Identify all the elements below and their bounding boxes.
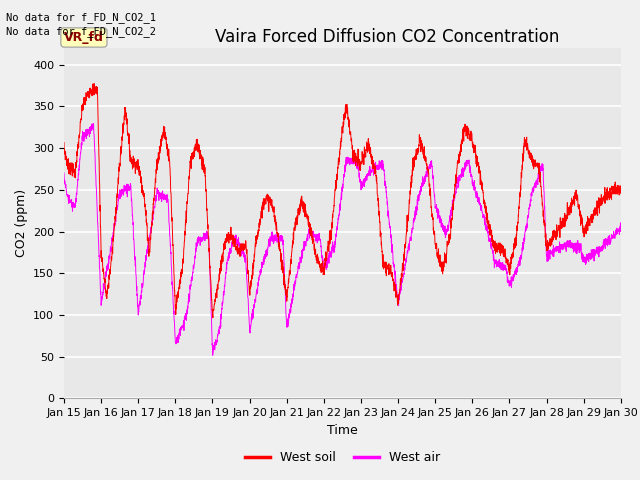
- Text: No data for f_FD_N_CO2_1: No data for f_FD_N_CO2_1: [6, 12, 156, 23]
- Y-axis label: CO2 (ppm): CO2 (ppm): [15, 189, 28, 257]
- X-axis label: Time: Time: [327, 424, 358, 437]
- Text: VR_fd: VR_fd: [64, 31, 104, 44]
- Text: No data for f_FD_N_CO2_2: No data for f_FD_N_CO2_2: [6, 26, 156, 37]
- Legend: West soil, West air: West soil, West air: [239, 446, 445, 469]
- Title: Vaira Forced Diffusion CO2 Concentration: Vaira Forced Diffusion CO2 Concentration: [215, 28, 559, 47]
